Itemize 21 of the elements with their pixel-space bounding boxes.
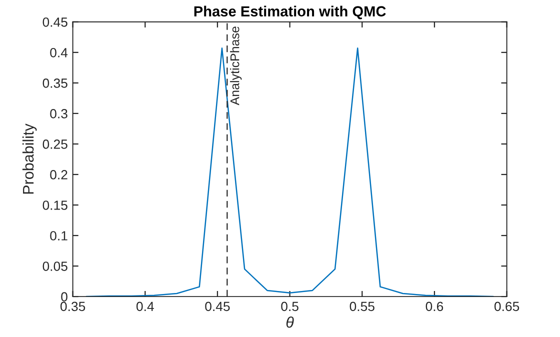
y-tick-label: 0.4 — [50, 48, 68, 58]
chart-title: Phase Estimation with QMC — [194, 6, 386, 20]
y-tick-label: 0.1 — [50, 231, 68, 240]
x-tick-label: 0.45 — [205, 302, 230, 312]
x-tick-label: 0.4 — [136, 302, 154, 312]
ref-line-label: AnalyticPhase — [230, 26, 242, 106]
y-tick-label: 0.05 — [42, 262, 68, 271]
x-tick-label: 0.5 — [281, 302, 298, 312]
y-axis-title: Probability — [22, 124, 37, 194]
x-tick-label: 0.65 — [494, 302, 520, 312]
y-tick-label: 0.2 — [50, 170, 68, 180]
y-tick-label: 0 — [61, 292, 68, 302]
y-tick-label: 0.45 — [42, 17, 68, 27]
x-tick-label: 0.6 — [426, 302, 444, 312]
x-axis-title: θ — [286, 316, 294, 328]
y-tick-label: 0.25 — [42, 140, 68, 149]
x-tick-label: 0.35 — [60, 302, 86, 312]
x-tick-label: 0.55 — [350, 302, 374, 312]
y-tick-label: 0.35 — [42, 78, 68, 88]
y-tick-label: 0.15 — [42, 200, 68, 210]
y-tick-label: 0.3 — [50, 109, 68, 118]
